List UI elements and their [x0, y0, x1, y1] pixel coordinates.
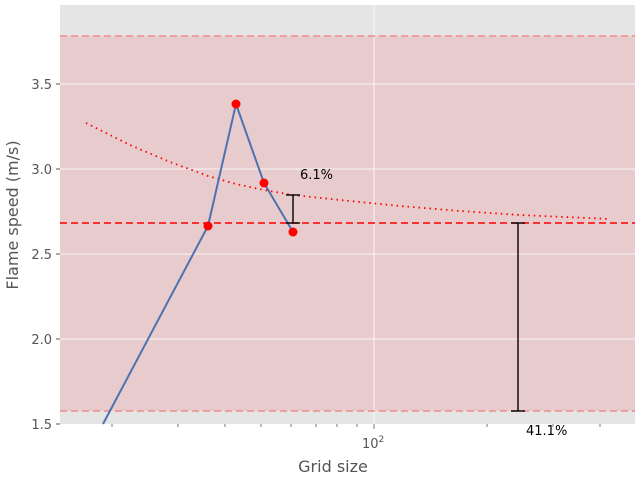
data-markers [203, 99, 298, 237]
error-bar-2 [511, 222, 525, 412]
svg-text:2.0: 2.0 [31, 333, 52, 348]
svg-text:2.5: 2.5 [31, 248, 52, 263]
y-axis-label: Flame speed (m/s) [3, 140, 22, 289]
x-ticks [111, 424, 601, 429]
annotation-6-1: 6.1% [300, 168, 333, 183]
svg-text:1.5: 1.5 [31, 418, 52, 433]
y-ticks [56, 83, 60, 425]
gridlines [60, 5, 635, 424]
svg-text:3.5: 3.5 [31, 78, 52, 93]
x-tick-100: 102 [362, 435, 384, 452]
error-bar-1 [286, 194, 300, 224]
annotation-41-1: 41.1% [526, 424, 567, 439]
y-tick-labels: 3.5 3.0 2.5 2.0 1.5 [31, 78, 52, 433]
svg-text:3.0: 3.0 [31, 163, 52, 178]
x-axis-label: Grid size [298, 457, 368, 476]
